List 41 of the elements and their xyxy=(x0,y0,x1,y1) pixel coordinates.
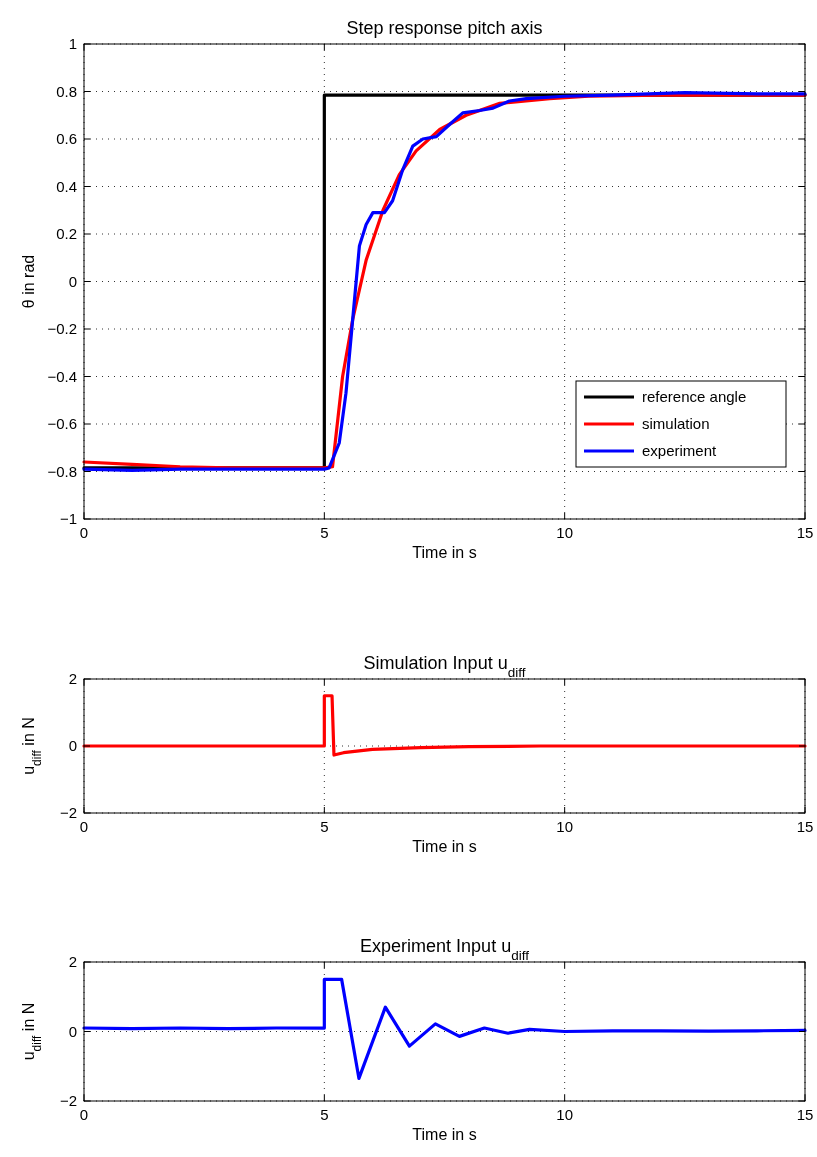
y-tick-label: 0.4 xyxy=(56,177,77,195)
y-axis-title: θ in rad xyxy=(20,254,37,309)
y-tick-label: −2 xyxy=(59,1092,77,1109)
x-tick-label: 15 xyxy=(796,524,814,541)
x-tick-label: 10 xyxy=(556,1106,574,1123)
x-tick-label: 10 xyxy=(556,524,574,541)
y-tick-label: −0.2 xyxy=(47,320,77,337)
legend-label: experiment xyxy=(642,442,718,459)
y-tick-label: 2 xyxy=(68,670,77,687)
line-series xyxy=(82,694,807,757)
chart-title: Simulation Input u$_{diff}$ xyxy=(363,653,526,680)
legend-label: simulation xyxy=(642,415,710,432)
line-series xyxy=(82,977,807,1081)
y-tick-label: −2 xyxy=(59,804,77,821)
y-tick-label: −0.8 xyxy=(47,462,77,480)
x-tick-label: 15 xyxy=(796,1106,814,1123)
y-tick-label: 2 xyxy=(68,953,77,970)
x-tick-label: 0 xyxy=(79,818,89,835)
chart-title: Experiment Input u$_{diff}$ xyxy=(360,936,530,963)
y-tick-label: −0.6 xyxy=(47,415,77,432)
y-tick-label: 0.6 xyxy=(56,130,77,147)
x-tick-label: 15 xyxy=(796,818,814,835)
x-axis-title: Time in s xyxy=(412,544,477,561)
x-tick-label: 0 xyxy=(79,1106,89,1123)
x-tick-label: 10 xyxy=(556,818,574,835)
x-tick-label: 5 xyxy=(320,818,329,835)
x-axis-title: Time in s xyxy=(412,1126,477,1143)
y-tick-label: 0.2 xyxy=(56,225,77,242)
y-tick-label: −0.4 xyxy=(47,367,77,385)
x-tick-label: 5 xyxy=(320,524,329,541)
y-tick-label: −1 xyxy=(59,510,77,527)
x-tick-label: 0 xyxy=(79,524,89,541)
x-tick-label: 5 xyxy=(320,1106,329,1123)
chart-title: Step response pitch axis xyxy=(346,18,543,38)
legend-label: reference angle xyxy=(642,388,747,405)
y-tick-label: 1 xyxy=(68,35,77,52)
y-tick-label: 0.8 xyxy=(56,82,77,100)
x-axis-title: Time in s xyxy=(412,838,477,855)
y-tick-label: 0 xyxy=(68,1022,77,1040)
y-tick-label: 0 xyxy=(68,737,77,754)
y-tick-label: 0 xyxy=(68,272,77,290)
